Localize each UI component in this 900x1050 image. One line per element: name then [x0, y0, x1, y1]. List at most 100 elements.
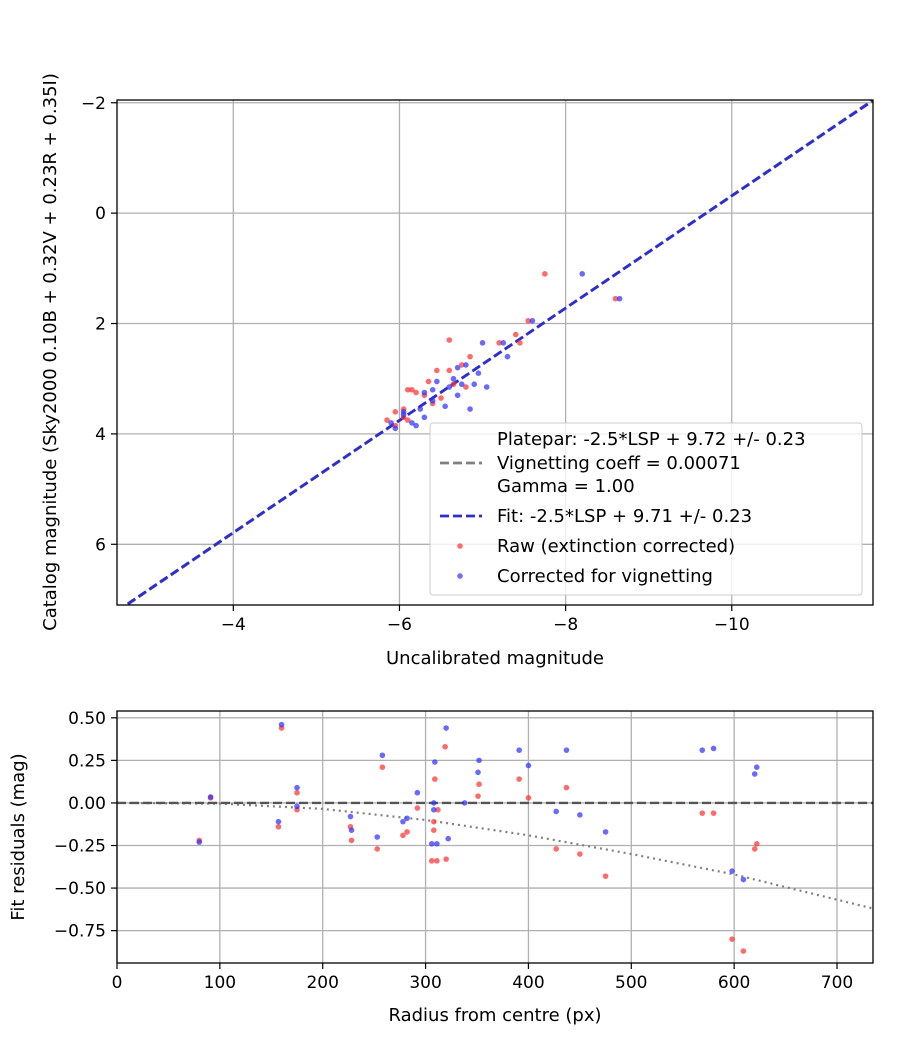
calibration-corrected-point — [388, 420, 394, 426]
residuals-corrected-point — [196, 839, 203, 845]
calibration-raw-point — [450, 381, 457, 388]
residuals-corrected-point — [414, 789, 421, 796]
residuals-raw-point — [751, 846, 758, 852]
residuals-raw-point — [563, 784, 570, 791]
calibration-raw-point — [542, 271, 548, 277]
calibration-raw-point — [413, 389, 419, 396]
calibration-legend: Platepar: -2.5*LSP + 9.72 +/- 0.23 Vigne… — [429, 422, 863, 596]
residuals-corrected-point — [577, 812, 583, 818]
residuals-raw-point — [414, 805, 421, 811]
calibration-corrected-point — [429, 397, 436, 404]
residuals-raw-point — [753, 841, 760, 847]
calibration-raw-point — [425, 378, 432, 385]
calibration-corrected-point — [400, 411, 407, 418]
calibration-corrected-point — [463, 362, 469, 368]
calibration-corrected-point — [616, 295, 623, 302]
residuals-raw-point — [294, 789, 300, 796]
residuals-y-tick-label: 0.00 — [68, 794, 106, 814]
residuals-x-tick-label: 100 — [204, 973, 236, 993]
residuals-raw-point — [442, 743, 448, 750]
residuals-y-axis-label: Fit residuals (mag) — [8, 753, 29, 920]
residuals-points — [196, 721, 760, 954]
residuals-y-tick-label: −0.75 — [54, 922, 106, 942]
residuals-raw-point — [525, 795, 532, 801]
residuals-corrected-point — [431, 806, 437, 813]
residuals-plot: 0 100 200 300 400 500 600 700 0.50 0.25 0.00 −0.25… — [8, 709, 874, 1026]
residuals-x-tick-label: 300 — [409, 973, 441, 993]
residuals-x-tick-label: 0 — [112, 973, 123, 993]
residuals-x-tick-label: 200 — [306, 973, 338, 993]
calibration-raw-point — [446, 337, 453, 343]
calibration-y-ticks: −2 0 2 4 6 — [81, 94, 117, 555]
residuals-raw-point — [435, 806, 441, 813]
calibration-y-tick-label: −2 — [81, 94, 106, 114]
calibration-x-tick-label: −8 — [553, 615, 578, 635]
calibration-raw-point — [525, 317, 532, 324]
residuals-raw-point — [374, 846, 381, 852]
residuals-corrected-point — [443, 725, 449, 731]
residuals-corrected-point — [432, 759, 438, 765]
calibration-points — [384, 271, 623, 432]
calibration-corrected-point — [413, 422, 419, 429]
residuals-corrected-point — [475, 769, 481, 776]
residuals-corrected-point — [710, 745, 717, 752]
legend-corrected-marker — [457, 573, 463, 579]
residuals-raw-point — [602, 873, 609, 879]
calibration-raw-point — [438, 395, 444, 401]
residuals-raw-point — [475, 793, 481, 799]
residuals-y-ticks: 0.50 0.25 0.00 −0.25 −0.50 −0.75 — [54, 709, 117, 942]
residuals-corrected-point — [445, 835, 452, 842]
calibration-raw-point — [517, 340, 523, 346]
residuals-raw-point — [400, 832, 406, 839]
calibration-raw-point — [409, 386, 415, 393]
residuals-raw-point — [428, 858, 435, 864]
calibration-raw-point — [384, 417, 390, 423]
calibration-raw-point — [458, 362, 465, 368]
residuals-raw-point — [476, 781, 482, 788]
residuals-corrected-point — [207, 794, 214, 800]
calibration-corrected-point — [504, 353, 511, 360]
residuals-raw-point — [577, 851, 583, 857]
residuals-x-tick-label: 400 — [512, 973, 544, 993]
residuals-corrected-point — [434, 841, 440, 847]
calibration-corrected-point — [500, 340, 507, 346]
residuals-raw-point — [443, 856, 449, 862]
calibration-x-tick-label: −4 — [221, 615, 246, 635]
calibration-raw-point — [446, 367, 453, 374]
residuals-corrected-point — [278, 721, 285, 728]
calibration-corrected-point — [471, 381, 478, 388]
residuals-corrected-point — [516, 747, 522, 753]
residuals-corrected-point — [753, 764, 760, 770]
calibration-grid — [117, 100, 873, 605]
residuals-corrected-point — [379, 752, 386, 759]
residuals-raw-point — [434, 858, 440, 864]
residuals-raw-point — [740, 948, 747, 954]
residuals-raw-point — [431, 818, 437, 825]
legend-box — [429, 422, 863, 596]
calibration-y-axis-label: Catalog magnitude (Sky2000 0.10B + 0.32V… — [40, 73, 61, 631]
legend-platepar-line-2: Vignetting coeff = 0.00071 — [497, 453, 741, 474]
calibration-raw-point — [392, 409, 399, 415]
residuals-reference-lines — [117, 801, 873, 910]
calibration-corrected-point — [417, 406, 424, 412]
residuals-axes-frame — [116, 710, 874, 964]
calibration-corrected-point — [475, 370, 482, 376]
calibration-corrected-point — [479, 340, 486, 346]
residuals-corrected-point — [476, 757, 482, 764]
residuals-raw-point — [699, 810, 706, 816]
calibration-corrected-point — [421, 414, 428, 421]
legend-platepar-line-3: Gamma = 1.00 — [497, 476, 635, 497]
residuals-corrected-point — [347, 813, 354, 820]
calibration-corrected-point — [429, 386, 436, 393]
calibration-corrected-point — [446, 384, 453, 390]
residuals-raw-point — [275, 823, 282, 830]
residuals-raw-point — [553, 846, 559, 852]
residuals-x-axis-label: Radius from centre (px) — [388, 1005, 601, 1026]
calibration-corrected-point — [454, 364, 461, 371]
residuals-raw-point — [710, 810, 717, 816]
calibration-raw-point — [404, 417, 411, 423]
calibration-raw-point — [434, 367, 440, 374]
calibration-corrected-point — [450, 375, 457, 382]
calibration-raw-point — [467, 353, 473, 360]
residuals-vignetting-curve — [117, 801, 873, 910]
